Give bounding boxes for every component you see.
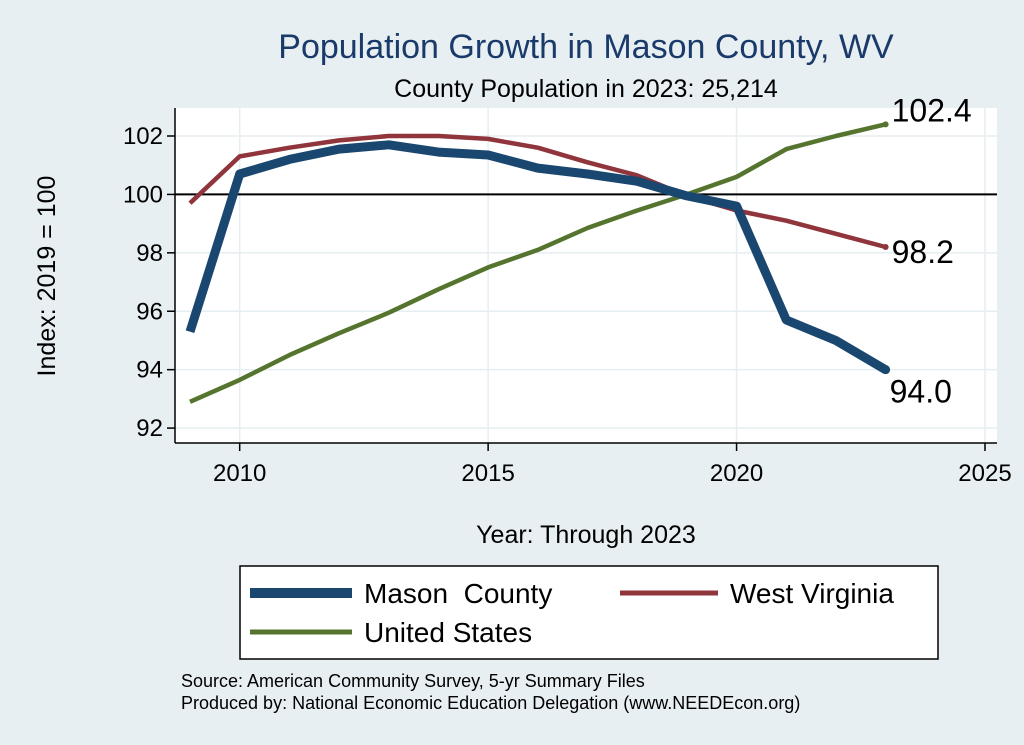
series-line-mason-county [185,140,888,374]
end-labels: 94.0 98.2 102.4 [890,92,972,409]
y-tick-label: 94 [136,357,163,384]
series-endpoint-west-virginia [882,243,889,250]
end-label-west-virginia: 98.2 [892,234,954,270]
end-label-united-states: 102.4 [892,92,972,128]
chart-subtitle: County Population in 2023: 25,214 [394,75,778,103]
x-tick-label: 2025 [958,460,1011,487]
source-line-1: Source: American Community Survey, 5-yr … [181,671,645,691]
y-tick-label: 100 [123,181,163,208]
legend-box [239,565,939,660]
gridlines [175,108,997,443]
y-tick-label: 102 [123,123,163,150]
x-tick-label: 2015 [461,460,514,487]
series-line-united-states [189,122,887,404]
series-endpoint-mason-county [881,365,891,375]
legend-label-mason-county: Mason County [364,578,552,609]
y-tick-label: 96 [136,298,163,325]
y-tick-label: 92 [136,415,163,442]
x-tick-label: 2010 [213,460,266,487]
y-axis-label: Index: 2019 = 100 [33,176,61,377]
y-tick-label: 98 [136,240,163,267]
x-tick-label: 2020 [710,460,763,487]
axes: 92 94 96 98 100 102 2010 2015 2020 2025 [123,108,1012,487]
legend-label-west-virginia: West Virginia [730,578,894,609]
end-label-mason-county: 94.0 [890,374,952,410]
series-line-west-virginia [188,133,887,250]
series-lines [185,121,891,404]
legend: Mason County West Virginia United States [239,565,939,660]
chart-title: Population Growth in Mason County, WV [278,28,894,66]
source-line-2: Produced by: National Economic Education… [181,693,800,713]
series-endpoint-united-states [882,121,889,128]
legend-label-united-states: United States [364,617,532,648]
x-axis-label: Year: Through 2023 [476,521,696,549]
